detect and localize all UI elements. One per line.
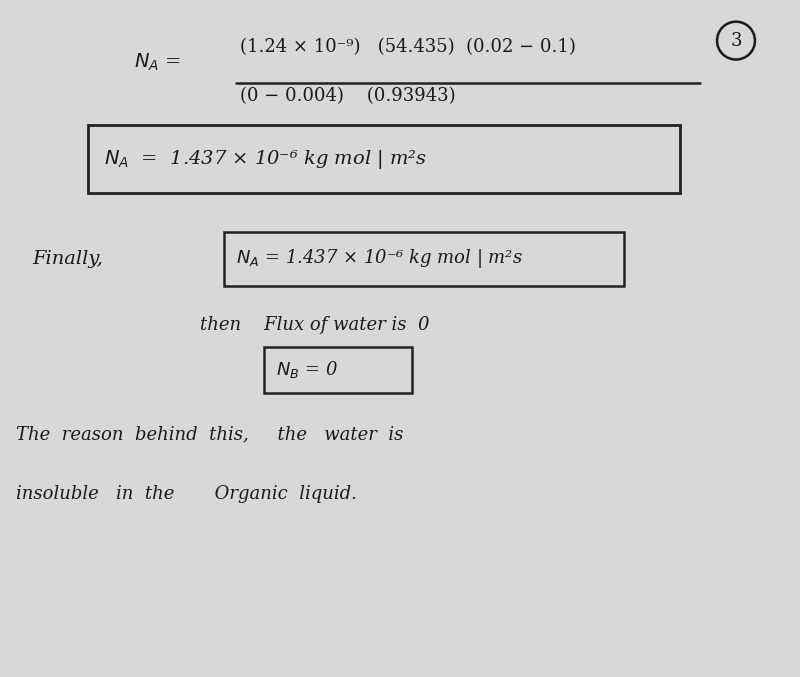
Text: The  reason  behind  this,     the   water  is: The reason behind this, the water is <box>16 426 403 443</box>
Text: 3: 3 <box>730 32 742 49</box>
Text: $N_B$ = 0: $N_B$ = 0 <box>276 359 338 380</box>
Text: Finally,: Finally, <box>32 250 103 267</box>
Text: $N_A$ = 1.437 × 10⁻⁶ kg mol | m²s: $N_A$ = 1.437 × 10⁻⁶ kg mol | m²s <box>236 247 522 270</box>
Text: $N_A$ =: $N_A$ = <box>134 51 182 73</box>
Text: (0 − 0.004)    (0.93943): (0 − 0.004) (0.93943) <box>240 87 456 105</box>
Text: then    Flux of water is  0: then Flux of water is 0 <box>200 316 430 334</box>
Text: (1.24 × 10⁻⁹)   (54.435)  (0.02 − 0.1): (1.24 × 10⁻⁹) (54.435) (0.02 − 0.1) <box>240 39 576 56</box>
Text: insoluble   in  the       Organic  liquid.: insoluble in the Organic liquid. <box>16 485 357 503</box>
Text: $N_A$  =  1.437 × 10⁻⁶ kg mol | m²s: $N_A$ = 1.437 × 10⁻⁶ kg mol | m²s <box>104 148 427 171</box>
